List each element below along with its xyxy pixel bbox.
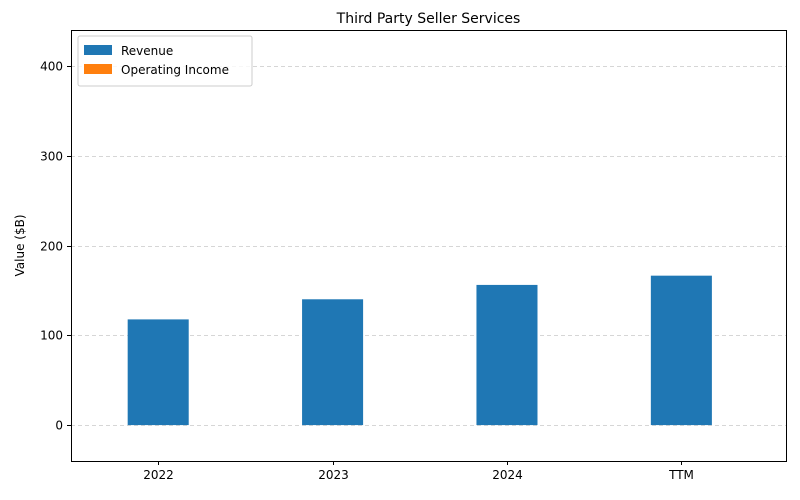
bar-revenue-2024 [476, 284, 538, 426]
legend-swatch-revenue [84, 45, 112, 55]
x-axis: 2022 2023 2024 TTM [143, 461, 694, 482]
bar-revenue-2023 [302, 299, 364, 426]
y-tick-label: 0 [55, 419, 63, 433]
y-tick-label: 200 [40, 240, 63, 254]
x-tick-label: 2022 [143, 468, 174, 482]
legend-swatch-operating-income [84, 64, 112, 74]
x-tick-label: 2024 [492, 468, 523, 482]
y-tick-label: 100 [40, 329, 63, 343]
plot-frame [71, 30, 787, 462]
chart-title: Third Party Seller Services [336, 11, 521, 27]
y-axis-label: Value ($B) [13, 215, 27, 277]
y-tick-label: 300 [40, 150, 63, 164]
legend-label-revenue: Revenue [121, 44, 173, 58]
legend-label-operating-income: Operating Income [121, 63, 229, 77]
y-axis: 0 100 200 300 400 [40, 60, 71, 433]
bar-revenue-ttm [650, 275, 712, 426]
legend-box [77, 35, 253, 87]
y-tick-label: 400 [40, 60, 63, 74]
x-tick-label: 2023 [318, 468, 349, 482]
x-tick-label: TTM [668, 468, 694, 482]
legend: Revenue Operating Income [77, 35, 253, 87]
bars [127, 275, 712, 426]
bar-revenue-2022 [127, 319, 189, 426]
